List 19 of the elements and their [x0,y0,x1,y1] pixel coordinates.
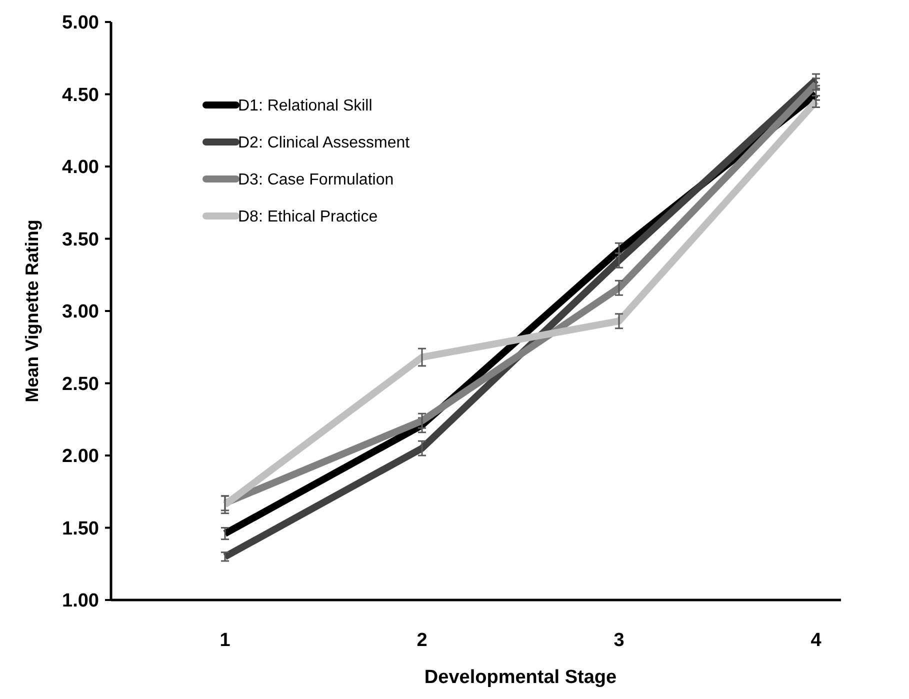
legend-label: D1: Relational Skill [238,98,372,115]
y-tick-label: 4.50 [62,84,99,106]
legend-label: D2: Clinical Assessment [238,134,410,152]
y-tick-label: 1.00 [62,590,99,612]
y-tick-label: 2.00 [62,446,99,468]
x-tick-label: 4 [810,630,822,651]
y-tick-label: 1.50 [62,518,99,540]
x-tick-label: 2 [416,630,428,651]
y-tick-label: 3.50 [62,229,99,250]
legend-label: D3: Case Formulation [238,172,394,189]
y-tick-label: 5.00 [62,12,99,34]
y-tick-label: 3.00 [62,302,99,323]
legend-label: D8: Ethical Practice [238,208,378,226]
y-tick-label: 2.50 [62,374,99,395]
x-tick-label: 1 [220,630,231,651]
x-axis-title: Developmental Stage [424,667,617,688]
y-axis-title: Mean Vignette Rating [22,220,42,402]
y-tick-label: 4.00 [62,157,99,178]
x-tick-label: 3 [614,630,624,651]
